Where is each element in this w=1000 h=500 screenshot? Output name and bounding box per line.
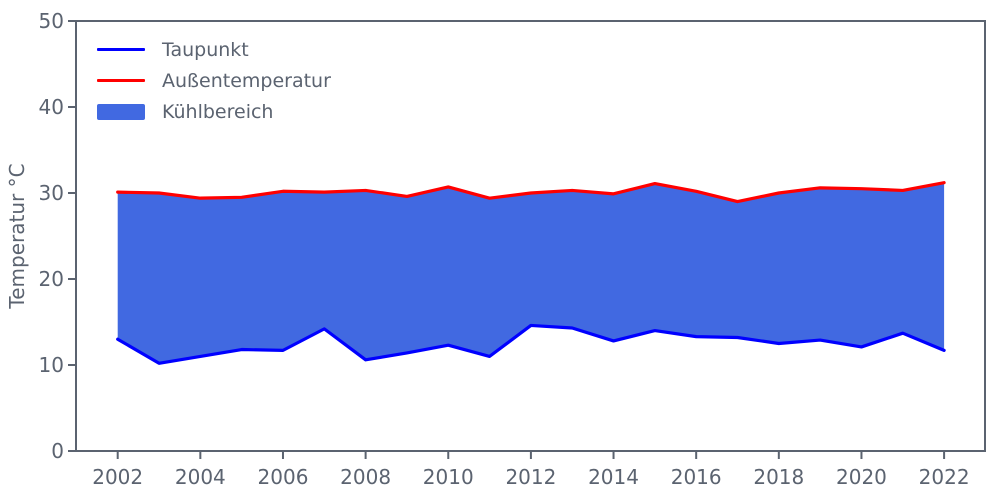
x-tick-label: 2002	[92, 465, 143, 489]
legend: Taupunkt Außentemperatur Kühlbereich	[97, 34, 331, 127]
y-tick-label: 40	[39, 95, 64, 119]
kuehlbereich-area	[117, 182, 945, 364]
legend-label-kuehlbereich: Kühlbereich	[162, 100, 274, 123]
kuehlbereich-patch-swatch	[97, 103, 145, 120]
x-tick-label: 2014	[588, 465, 639, 489]
y-tick-label: 20	[39, 267, 64, 291]
legend-item-taupunkt: Taupunkt	[97, 34, 331, 65]
x-tick-label: 2018	[753, 465, 804, 489]
x-tick-label: 2012	[505, 465, 556, 489]
x-tick-label: 2022	[919, 465, 970, 489]
x-tick-label: 2020	[836, 465, 887, 489]
taupunkt-line	[116, 323, 946, 365]
x-tick-label: 2016	[671, 465, 722, 489]
y-tick-label: 10	[39, 353, 64, 377]
x-tick-label: 2006	[258, 465, 309, 489]
x-tick-label: 2008	[340, 465, 391, 489]
y-tick-label: 50	[39, 9, 64, 33]
legend-label-taupunkt: Taupunkt	[162, 38, 249, 61]
aussentemperatur-line-swatch	[97, 78, 145, 83]
legend-item-aussentemperatur: Außentemperatur	[97, 65, 331, 96]
y-tick-label: 30	[39, 181, 64, 205]
x-tick-label: 2010	[423, 465, 474, 489]
legend-label-aussentemperatur: Außentemperatur	[162, 69, 331, 92]
legend-item-kuehlbereich: Kühlbereich	[97, 96, 331, 127]
y-tick-label: 0	[51, 439, 64, 463]
y-axis-label: Temperatur °C	[5, 163, 29, 309]
taupunkt-line-swatch	[97, 47, 145, 52]
aussentemperatur-line	[116, 181, 946, 204]
x-tick-label: 2004	[175, 465, 226, 489]
